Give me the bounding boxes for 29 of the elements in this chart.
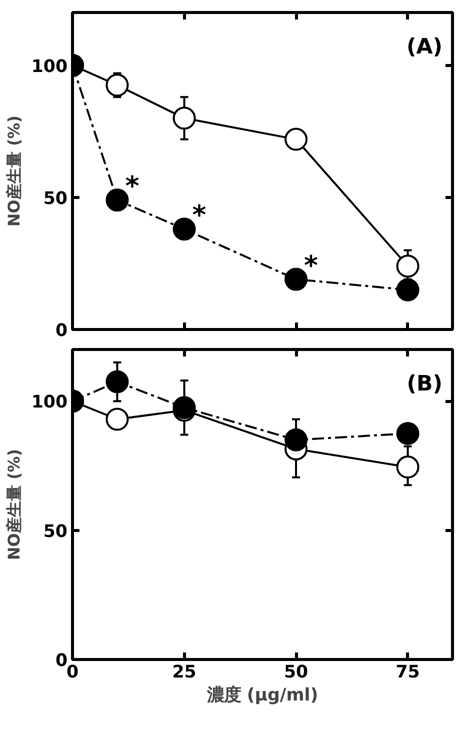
point xyxy=(396,422,420,445)
y-tick-label: 0 xyxy=(55,321,68,341)
annotation: * xyxy=(192,200,206,232)
x-tick-label: 75 xyxy=(396,662,420,682)
point xyxy=(396,254,420,278)
annotation: (B) xyxy=(406,372,443,396)
y-axis-title: NO産生量 (%) xyxy=(4,448,24,560)
y-tick-label: 100 xyxy=(31,56,68,77)
x-axis-title: 濃度 (µg/ml) xyxy=(206,686,318,706)
y-axis-title: NO産生量 (%) xyxy=(4,115,24,227)
y-tick-label: 50 xyxy=(43,188,68,209)
point xyxy=(172,218,196,241)
y-tick-label: 100 xyxy=(31,392,68,413)
annotation: (A) xyxy=(406,34,443,60)
annotation: * xyxy=(125,171,140,202)
x-tick-label: 50 xyxy=(284,662,308,682)
annotation: * xyxy=(304,250,318,282)
point xyxy=(284,268,308,291)
x-tick-label: 25 xyxy=(172,662,196,682)
point xyxy=(106,188,129,212)
y-tick-label: 50 xyxy=(43,522,68,542)
point xyxy=(106,370,129,394)
point xyxy=(396,278,420,302)
point xyxy=(106,408,129,431)
point xyxy=(284,428,308,452)
point xyxy=(284,128,308,151)
point xyxy=(172,106,196,130)
point xyxy=(396,456,420,479)
point xyxy=(106,74,129,97)
